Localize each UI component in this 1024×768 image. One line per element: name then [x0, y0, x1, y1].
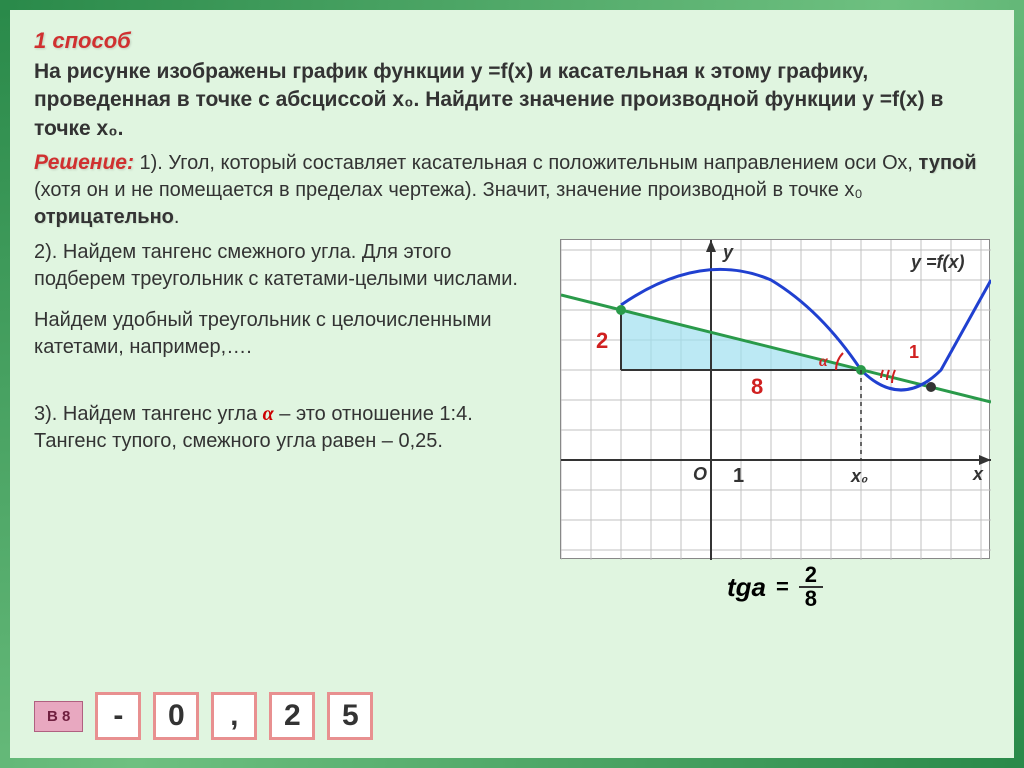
step3: 3). Найдем тангенс угла α – это отношени…	[34, 401, 542, 455]
tri-v-label: 2	[596, 328, 608, 353]
step1-c: .	[174, 206, 180, 228]
frac-num: 2	[799, 564, 823, 588]
problem-text: На рисунке изображены график функции у =…	[34, 58, 990, 143]
step2: 2). Найдем тангенс смежного угла. Для эт…	[34, 239, 542, 293]
step2b: Найдем удобный треугольник с целочисленн…	[34, 307, 542, 361]
x-axis-label: x	[972, 464, 984, 484]
step1: Решение: 1). Угол, который составляет ка…	[34, 149, 990, 231]
method-title: 1 способ	[34, 28, 990, 54]
alpha-label: α	[819, 353, 829, 370]
fraction: 2 8	[799, 564, 823, 610]
solution-label: Решение:	[34, 151, 134, 174]
tga: tga	[727, 572, 766, 603]
grid	[561, 240, 991, 560]
ans-d3: 5	[327, 692, 373, 740]
ans-sign: -	[95, 692, 141, 740]
answer-bar: В 8 - 0 , 2 5	[34, 692, 373, 740]
fx-label: у =f(x)	[910, 252, 965, 272]
origin-label: O	[693, 464, 707, 484]
point-right	[926, 382, 936, 392]
alpha-icon: α	[263, 403, 274, 425]
answer-label: В 8	[34, 701, 83, 732]
eq: =	[776, 574, 789, 600]
point-left	[616, 305, 626, 315]
ans-d2: 2	[269, 692, 315, 740]
ans-d1: 0	[153, 692, 199, 740]
step1-b: (хотя он и не помещается в пределах черт…	[34, 179, 863, 201]
angle-1-label: 1	[909, 342, 919, 362]
x0-label: x₀	[850, 466, 868, 486]
step1-bold2: отрицательно	[34, 206, 174, 228]
tri-h-label: 8	[751, 374, 763, 399]
step1-bold1: тупой	[919, 152, 977, 174]
ans-sep: ,	[211, 692, 257, 740]
formula: tga = 2 8	[727, 564, 823, 610]
one-label: 1	[733, 465, 744, 487]
frac-den: 8	[799, 588, 823, 610]
graph: y x O 1 x₀ у =f(x) 2 8 α 1	[560, 239, 990, 559]
step1-a: 1). Угол, который составляет касательная…	[140, 152, 919, 174]
y-axis-label: y	[722, 242, 734, 262]
step3-a: 3). Найдем тангенс угла	[34, 403, 263, 425]
